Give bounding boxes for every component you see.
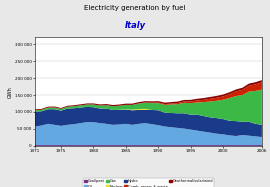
Legend: Coal/peat, Oil, Gas, Nuclear, Hydro, Comb. renew. & waste, Geothermal/solar/wind: Coal/peat, Oil, Gas, Nuclear, Hydro, Com…: [83, 178, 214, 187]
Y-axis label: GWh: GWh: [8, 86, 13, 97]
Text: Italy: Italy: [124, 21, 146, 30]
Text: Electricity generation by fuel: Electricity generation by fuel: [84, 5, 186, 11]
